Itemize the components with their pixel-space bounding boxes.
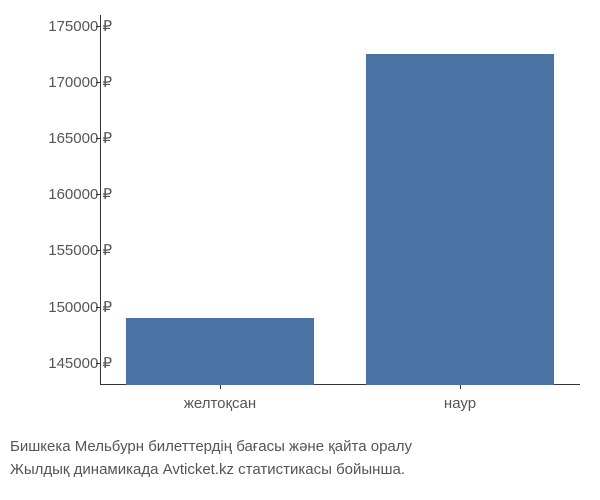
x-axis-tick-label: наур <box>444 395 476 412</box>
y-axis-tick-mark <box>96 138 100 139</box>
x-axis-tick-mark <box>460 385 461 389</box>
x-axis-tick-label: желтоқсан <box>184 395 256 412</box>
chart-caption: Бишкека Мельбурн билеттердің бағасы және… <box>10 436 412 481</box>
bar <box>126 318 313 385</box>
bar <box>366 54 553 385</box>
y-axis-tick-mark <box>96 194 100 195</box>
y-axis-tick-mark <box>96 82 100 83</box>
y-axis-tick-mark <box>96 250 100 251</box>
y-axis-tick-mark <box>96 26 100 27</box>
y-axis-tick-mark <box>96 307 100 308</box>
caption-line-1: Бишкека Мельбурн билеттердің бағасы және… <box>10 438 412 455</box>
y-axis-tick-mark <box>96 363 100 364</box>
price-bar-chart: 145000 ₽150000 ₽155000 ₽160000 ₽165000 ₽… <box>0 0 600 500</box>
caption-line-2: Жылдық динамикада Avticket.kz статистика… <box>10 461 405 478</box>
x-axis-tick-mark <box>220 385 221 389</box>
